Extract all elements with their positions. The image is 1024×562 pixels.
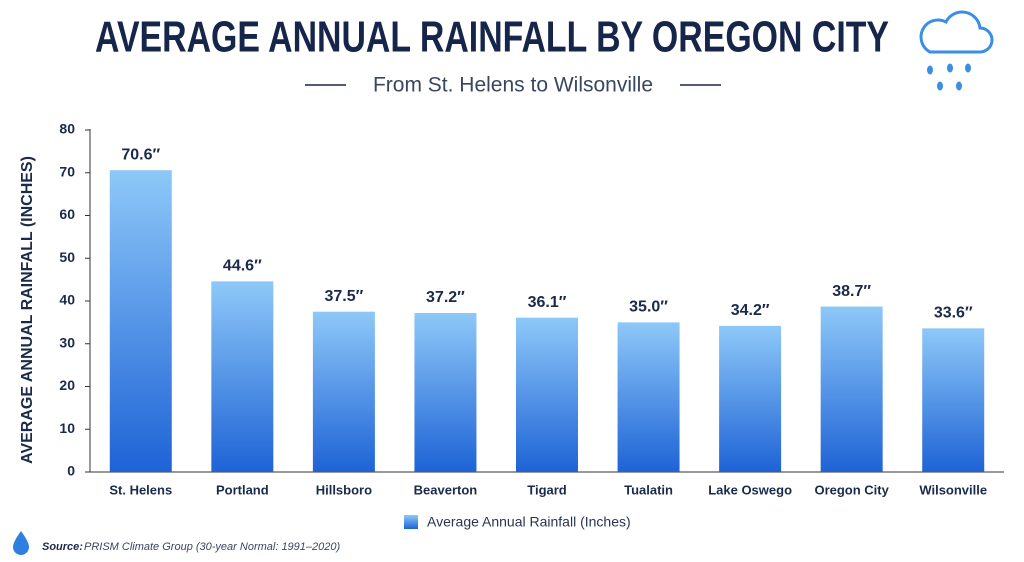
value-label: 37.2″ [426, 289, 465, 306]
x-tick-label: Lake Oswego [708, 482, 792, 497]
legend-label: Average Annual Rainfall (Inches) [427, 514, 631, 530]
y-tick-label: 60 [59, 206, 75, 222]
value-label: 70.6″ [121, 146, 160, 163]
y-tick-label: 50 [59, 249, 75, 265]
bar [211, 281, 274, 472]
x-tick-label: Wilsonville [919, 482, 987, 497]
legend-swatch [404, 515, 418, 529]
value-label: 36.1″ [528, 294, 567, 311]
y-tick-label: 0 [67, 463, 75, 479]
bar [516, 317, 578, 472]
value-label: 38.7″ [832, 283, 871, 300]
x-tick-label: Hillsboro [316, 482, 372, 497]
rain-icon [919, 10, 994, 91]
chart-subtitle: From St. Helens to Wilsonville [373, 74, 653, 97]
chart-title: AVERAGE ANNUAL RAINFALL BY OREGON CITY [95, 13, 889, 62]
y-tick-label: 40 [59, 292, 75, 308]
value-label: 33.6″ [934, 305, 973, 322]
bar [719, 325, 782, 472]
drop-icon [13, 531, 29, 555]
y-tick-label: 80 [59, 121, 75, 137]
y-tick-label: 70 [59, 163, 75, 179]
x-tick-label: Tigard [527, 482, 567, 497]
y-tick-label: 30 [59, 334, 75, 350]
value-label: 37.5″ [324, 288, 363, 305]
x-tick-label: Tualatin [624, 482, 673, 497]
y-tick-label: 20 [59, 377, 75, 393]
value-label: 44.6″ [223, 258, 262, 275]
bar [312, 311, 375, 472]
x-tick-label: Oregon City [814, 482, 889, 497]
bar [617, 322, 680, 472]
bar [820, 306, 883, 472]
source-label: Source: [42, 541, 83, 553]
value-label: 35.0″ [629, 299, 668, 316]
bar [922, 328, 985, 472]
value-label: 34.2″ [731, 302, 770, 319]
y-axis-label: AVERAGE ANNUAL RAINFALL (INCHES) [19, 156, 36, 464]
x-tick-label: Beaverton [414, 482, 478, 497]
x-tick-label: St. Helens [109, 482, 172, 497]
x-tick-label: Portland [216, 482, 269, 497]
bar [109, 170, 172, 472]
source-text: PRISM Climate Group (30-year Normal: 199… [84, 541, 341, 553]
bar [414, 312, 477, 472]
y-tick-label: 10 [59, 420, 75, 436]
